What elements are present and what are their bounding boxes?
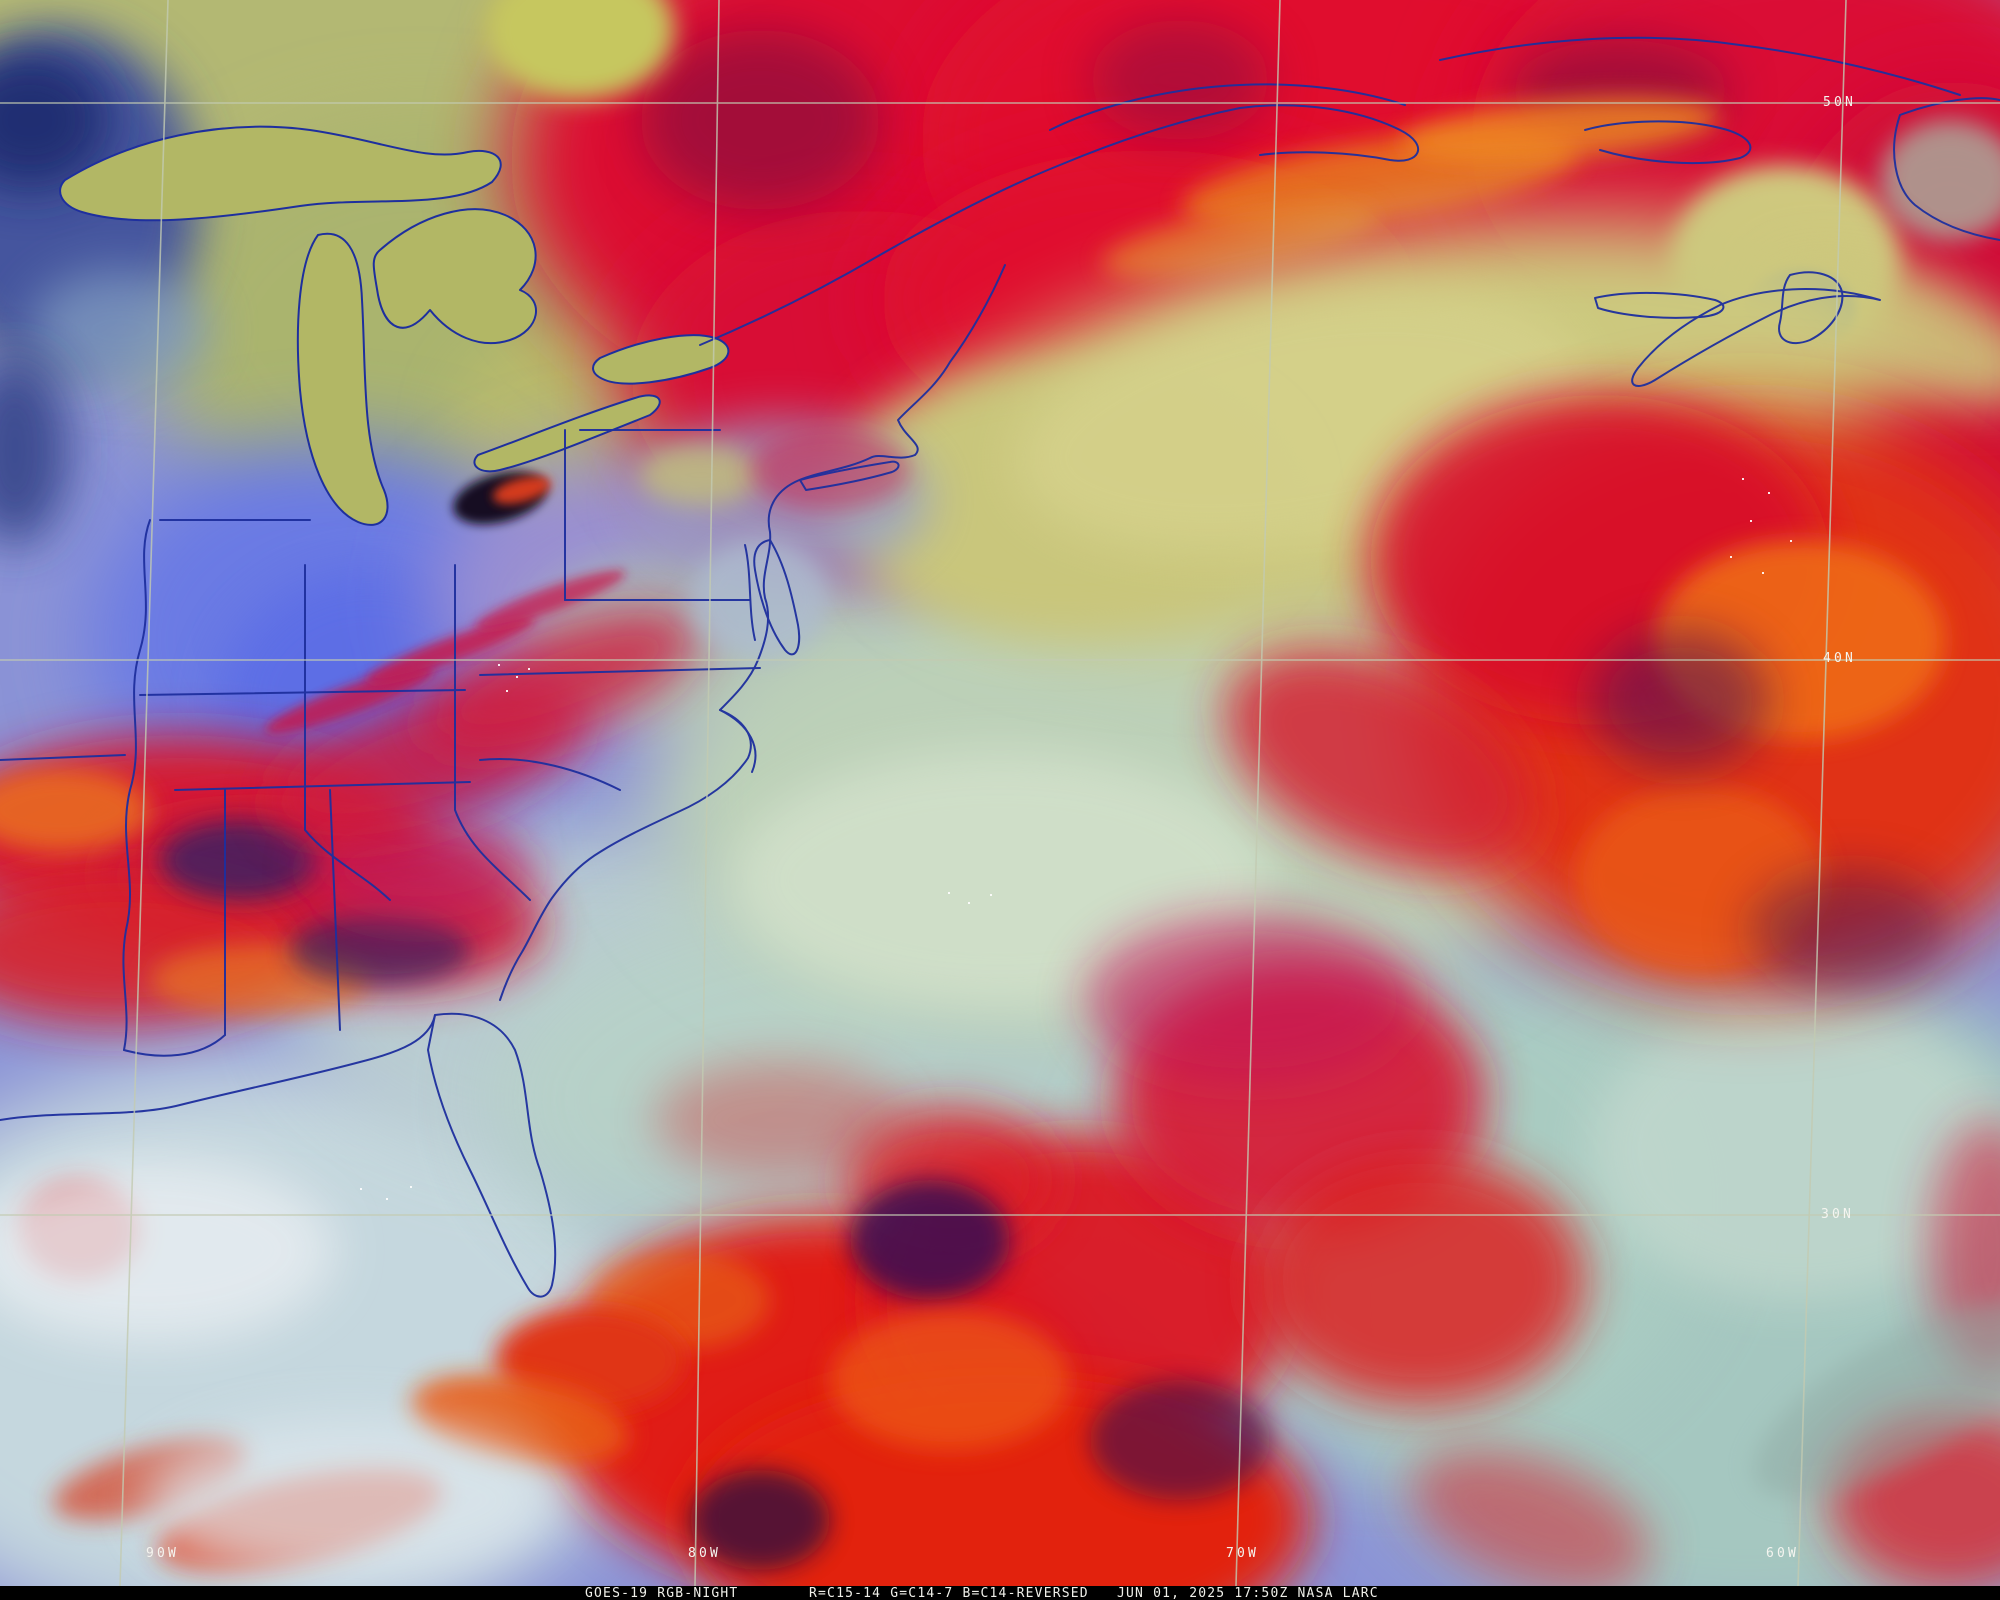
imagery-right-red-mass — [1225, 395, 2000, 1380]
map-boundaries — [0, 36, 2000, 1298]
lon-label-70w: 70W — [1226, 1546, 1260, 1561]
lat-label-40n: 40N — [1823, 651, 1857, 666]
caption-datetime: JUN 01, 2025 17:50Z NASA LARC — [1117, 1586, 1379, 1600]
great-lakes — [59, 125, 730, 526]
lon-label-90w: 90W — [146, 1546, 180, 1561]
imagery-midsouth-reds — [0, 420, 930, 1025]
lon-label-80w: 80W — [688, 1546, 722, 1561]
sparkle-dots — [360, 478, 1792, 1200]
caption-product: GOES-19 RGB-NIGHT — [585, 1586, 739, 1600]
lat-label-30n: 30N — [1821, 1207, 1855, 1222]
lon-label-60w: 60W — [1766, 1546, 1800, 1561]
imagery-southern-storms — [0, 915, 2000, 1586]
caption-channels: R=C15-14 G=C14-7 B=C14-REVERSED — [809, 1586, 1089, 1600]
caption-bar: GOES-19 RGB-NIGHT R=C15-14 G=C14-7 B=C14… — [0, 1586, 2000, 1600]
lat-label-50n: 50N — [1823, 95, 1857, 110]
